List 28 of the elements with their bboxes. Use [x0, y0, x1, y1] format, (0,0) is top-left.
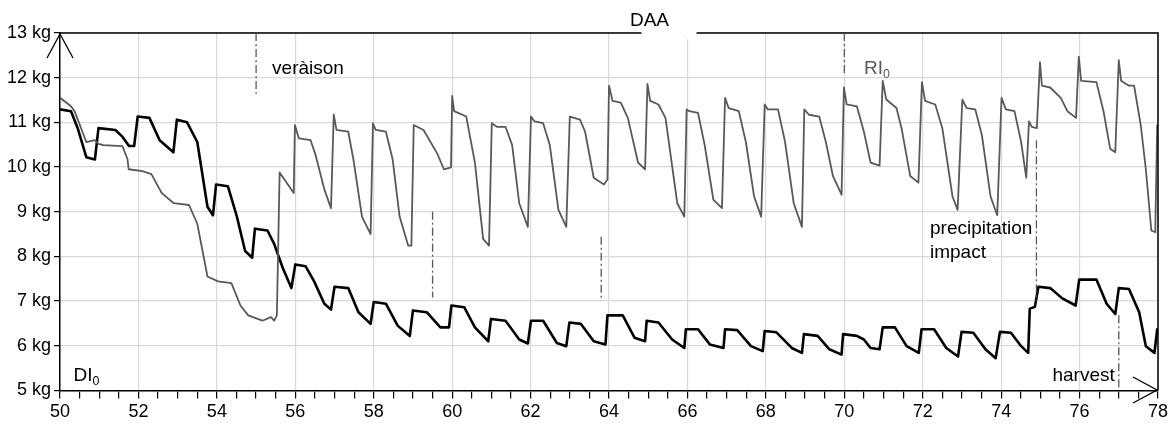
x-tick-label: 68 — [755, 401, 776, 422]
x-tick-label: 58 — [363, 401, 384, 422]
ref-line-label: precipitation impact — [929, 216, 1033, 262]
y-tick-label: 11 kg — [8, 111, 52, 132]
x-axis-title: DAA — [629, 9, 670, 31]
x-tick-label: 56 — [285, 401, 306, 422]
y-tick-label: 8 kg — [17, 245, 52, 266]
ref-line-label: veràison — [272, 56, 344, 78]
x-tick-label: 50 — [50, 401, 71, 422]
x-tick-label: 66 — [677, 401, 698, 422]
y-tick-label: 5 kg — [17, 379, 52, 400]
x-tick-label: 76 — [1069, 401, 1090, 422]
y-tick-label: 9 kg — [17, 200, 52, 221]
x-tick-label: 62 — [520, 401, 541, 422]
x-tick-label: 70 — [834, 401, 855, 422]
x-tick-label: 54 — [206, 401, 227, 422]
y-tick-label: 10 kg — [6, 155, 52, 176]
y-tick-label: 6 kg — [17, 334, 52, 355]
x-tick-label: 52 — [128, 401, 149, 422]
x-tick-label: 60 — [442, 401, 463, 422]
y-tick-label: 7 kg — [17, 290, 52, 311]
x-tick-label: 74 — [991, 401, 1012, 422]
y-tick-label: 13 kg — [6, 21, 52, 42]
y-tick-label: 12 kg — [6, 66, 52, 87]
x-tick-label: 64 — [599, 401, 620, 422]
x-tick-label: 78 — [1147, 401, 1169, 422]
x-tick-label: 72 — [912, 401, 933, 422]
ref-line-label: harvest — [1052, 364, 1116, 386]
